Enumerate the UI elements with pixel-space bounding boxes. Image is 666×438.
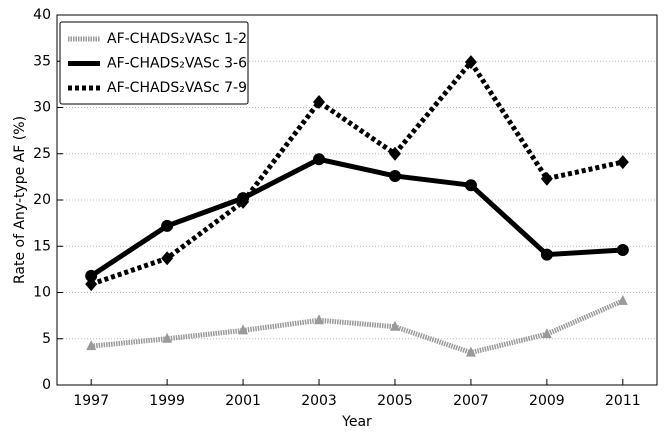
point [86, 340, 97, 351]
point [161, 219, 174, 232]
legend-label: AF-CHADS₂VASc 1-2 [107, 31, 247, 47]
point [389, 320, 400, 331]
y-tick-label: 10 [33, 285, 51, 301]
point [162, 332, 173, 343]
y-axis-label: Rate of Any-type AF (%) [12, 116, 28, 284]
point [464, 55, 477, 70]
point [616, 243, 629, 256]
legend-box [59, 21, 249, 105]
point [85, 277, 98, 292]
point [540, 248, 553, 261]
y-tick-label: 0 [42, 377, 51, 393]
x-axis-label: Year [341, 414, 372, 430]
point [464, 179, 477, 192]
y-tick-label: 20 [33, 192, 51, 208]
y-tick-label: 30 [33, 100, 51, 116]
y-tick-label: 40 [33, 7, 51, 23]
point [465, 346, 476, 357]
point [617, 294, 628, 305]
y-tick-label: 15 [33, 238, 51, 254]
point [616, 155, 629, 170]
series-line [90, 298, 624, 356]
point [161, 251, 174, 266]
point [314, 314, 325, 325]
point [313, 94, 326, 109]
y-tick-label: 35 [33, 53, 51, 69]
series-line [89, 156, 623, 278]
x-tick-label: 2011 [605, 393, 641, 409]
y-tick-label: 25 [33, 146, 51, 162]
x-tick-label: 1997 [73, 393, 109, 409]
x-tick-label: 2009 [529, 393, 565, 409]
y-tick-label: 5 [42, 331, 51, 347]
point [388, 169, 401, 182]
legend-label: AF-CHADS₂VASc 3-6 [107, 56, 247, 72]
point [85, 269, 98, 282]
series-line [90, 57, 624, 287]
x-tick-label: 2005 [377, 393, 413, 409]
point [238, 324, 249, 335]
point [388, 146, 401, 161]
x-tick-label: 2003 [301, 393, 337, 409]
plot-frame [56, 14, 658, 386]
point [237, 194, 250, 209]
legend-label: AF-CHADS₂VASc 7-9 [107, 80, 247, 96]
x-tick-label: 1999 [149, 393, 185, 409]
point [540, 171, 553, 186]
point [541, 328, 552, 339]
x-tick-label: 2001 [225, 393, 261, 409]
x-tick-label: 2007 [453, 393, 489, 409]
point [313, 153, 326, 166]
